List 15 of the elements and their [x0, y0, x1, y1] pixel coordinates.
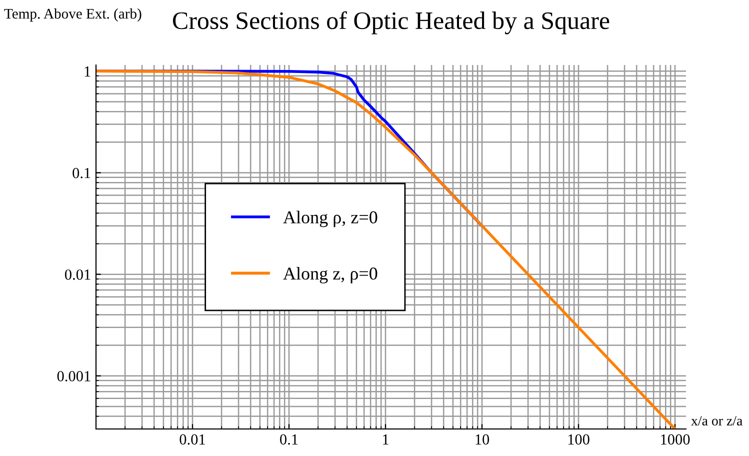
chart-title: Cross Sections of Optic Heated by a Square	[172, 11, 610, 34]
y-axis-title: Temp. Above Ext. (arb)	[4, 8, 142, 22]
x-tick-label: 10	[476, 434, 490, 445]
y-tick-label: 0.1	[72, 168, 90, 178]
x-tick-label: 1000	[661, 434, 690, 445]
x-axis-title: x/a or z/a	[691, 416, 742, 426]
legend-label: Along ρ, z=0	[283, 210, 378, 228]
legend-label: Along z, ρ=0	[283, 266, 378, 284]
y-tick-label: 1	[84, 66, 90, 76]
x-tick-label: 0.1	[280, 434, 298, 445]
x-tick-label: 0.01	[180, 434, 205, 445]
x-tick-label: 1	[383, 434, 388, 444]
x-tick-label: 100	[568, 434, 590, 445]
y-tick-label: 0.01	[64, 269, 90, 280]
y-tick-label: 0.001	[57, 371, 90, 382]
